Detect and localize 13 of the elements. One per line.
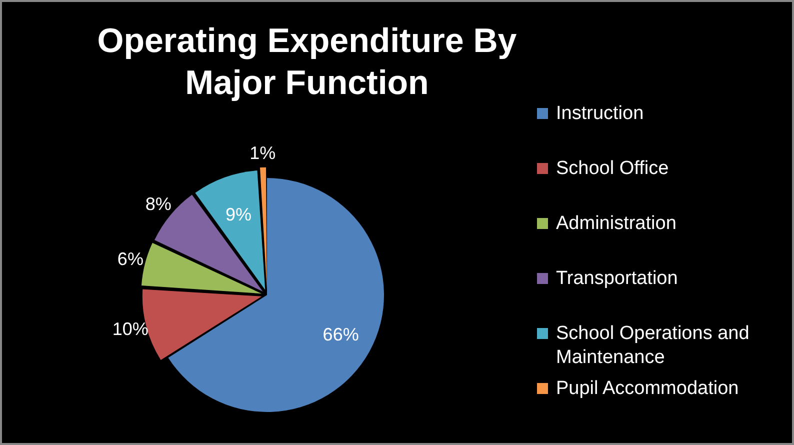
chart-title: Operating Expenditure By Major Function	[96, 21, 518, 104]
data-label: 9%	[225, 204, 252, 225]
legend-label: Pupil Accommodation	[556, 377, 739, 401]
data-label: 66%	[322, 324, 359, 345]
legend-label: School Operations and Maintenance	[556, 322, 750, 370]
data-label: 8%	[145, 194, 172, 214]
data-label: 10%	[112, 319, 148, 340]
data-label: 6%	[117, 248, 144, 269]
legend-label: Transportation	[556, 267, 678, 291]
data-label: 1%	[250, 143, 276, 164]
legend-label: Instruction	[556, 102, 644, 126]
legend-label: School Office	[556, 157, 669, 181]
legend-label: Administration	[556, 212, 676, 236]
